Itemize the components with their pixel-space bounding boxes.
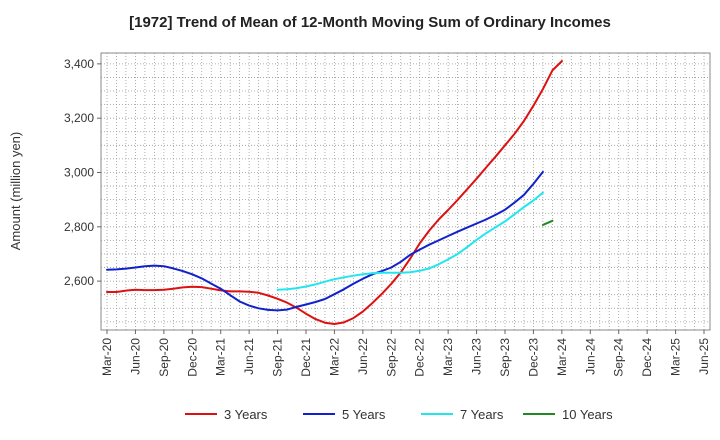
- y-tick-label: 2,800: [64, 220, 94, 234]
- x-tick-label: Sep-23: [498, 338, 512, 377]
- y-tick-label: 3,000: [64, 165, 94, 179]
- legend-label: 3 Years: [224, 407, 268, 422]
- x-tick-label: Dec-24: [640, 338, 654, 377]
- x-tick-label: Dec-22: [413, 338, 427, 377]
- x-tick-label: Jun-23: [470, 338, 484, 375]
- x-tick-label: Jun-24: [583, 338, 597, 375]
- y-axis-label: Amount (million yen): [8, 132, 23, 251]
- chart-title: [1972] Trend of Mean of 12-Month Moving …: [129, 14, 611, 31]
- x-tick-label: Sep-21: [271, 338, 285, 377]
- y-tick-label: 3,400: [64, 57, 94, 71]
- plot-frame: [100, 52, 711, 331]
- x-tick-label: Jun-22: [356, 338, 370, 375]
- grid-layer: [101, 53, 710, 330]
- y-tick-label: 3,200: [64, 111, 94, 125]
- x-tick-label: Mar-23: [441, 338, 455, 376]
- legend-label: 5 Years: [342, 407, 386, 422]
- x-tick-label: Sep-20: [157, 338, 171, 377]
- x-tick-label: Mar-24: [555, 338, 569, 376]
- x-tick-label: Jun-21: [242, 338, 256, 375]
- x-tick-label: Mar-20: [100, 338, 114, 376]
- series-line-10-years: [541, 219, 554, 226]
- y-axis-ticks: 2,600 2,800 3,000 3,200 3,400: [64, 57, 101, 288]
- x-tick-label: Jun-20: [128, 338, 142, 375]
- x-tick-label: Mar-22: [327, 338, 341, 376]
- x-tick-label: Sep-24: [612, 338, 626, 377]
- legend-label: 10 Years: [562, 407, 613, 422]
- x-axis-ticks: Mar-20 Jun-20 Sep-20 Dec-20 Mar-21 Jun-21 Sep-…: [100, 330, 711, 377]
- x-tick-label: Dec-21: [299, 338, 313, 377]
- plot-area: [101, 53, 710, 330]
- series-line-5-years: [106, 170, 544, 312]
- x-tick-label: Jun-25: [697, 338, 711, 375]
- series-layer: [106, 60, 563, 325]
- legend: 3 Years 5 Years 7 Years 10 Years: [185, 407, 613, 422]
- x-tick-label: Dec-20: [185, 338, 199, 377]
- x-tick-label: Mar-21: [214, 338, 228, 376]
- legend-label: 7 Years: [460, 407, 504, 422]
- x-tick-label: Mar-25: [669, 338, 683, 376]
- y-tick-label: 2,600: [64, 274, 94, 288]
- series-line-7-years: [276, 191, 544, 291]
- x-tick-label: Sep-22: [384, 338, 398, 377]
- x-tick-label: Dec-23: [526, 338, 540, 377]
- series-line-3-years: [106, 60, 563, 325]
